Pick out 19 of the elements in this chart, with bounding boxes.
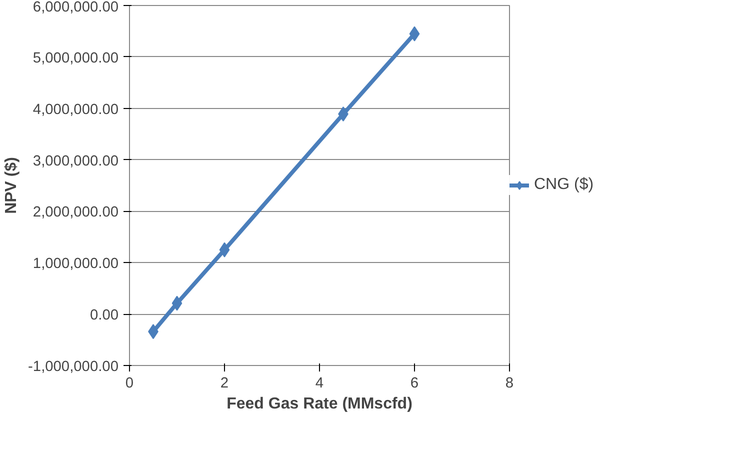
y-tick-label: 4,000,000.00 xyxy=(32,102,118,118)
y-tick-label: 3,000,000.00 xyxy=(32,153,118,170)
y-tick-label: 6,000,000.00 xyxy=(32,0,118,16)
point xyxy=(219,242,230,258)
y-tick-label: 0.00 xyxy=(90,308,119,324)
y-axis-title: NPV ($) xyxy=(3,157,20,214)
x-axis-title: Feed Gas Rate (MMscfd) xyxy=(226,396,412,412)
x-tick-label: 8 xyxy=(505,376,514,392)
y-tick-label: 1,000,000.00 xyxy=(32,256,118,272)
point xyxy=(409,26,420,42)
point xyxy=(172,296,182,311)
x-tick-label: 0 xyxy=(125,376,134,392)
y-tick-label: 5,000,000.00 xyxy=(32,50,118,66)
x-tick-label: 4 xyxy=(315,376,324,392)
y-tick-label: 2,000,000.00 xyxy=(32,204,118,221)
x-tick-label: 6 xyxy=(410,376,419,392)
x-tick-label: 2 xyxy=(220,376,229,392)
legend-label: CNG ($) xyxy=(534,176,594,194)
y-tick-label: -1,000,000.00 xyxy=(28,359,119,375)
